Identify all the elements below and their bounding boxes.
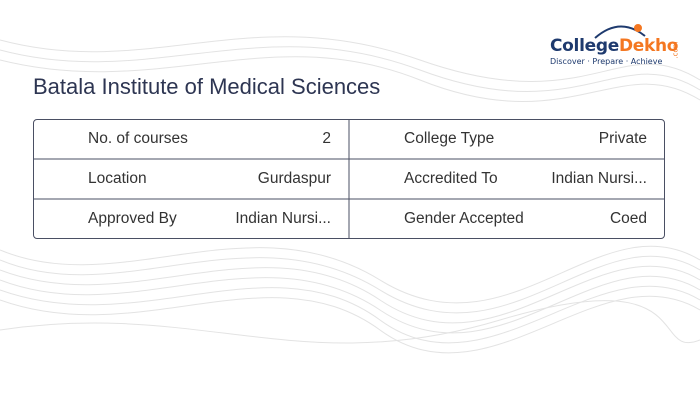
cell-label: Gender Accepted bbox=[404, 210, 524, 227]
info-cell: No. of courses 2 bbox=[34, 119, 350, 159]
cell-value: Private bbox=[598, 130, 647, 147]
info-table: No. of courses 2 College Type Private Locati… bbox=[33, 119, 665, 239]
logo-tagline: Discover · Prepare · Achieve bbox=[550, 57, 663, 66]
page-title: Batala Institute of Medical Sciences bbox=[33, 74, 381, 99]
cell-label: College Type bbox=[404, 130, 495, 147]
logo-accent: Dekho bbox=[618, 36, 679, 56]
info-cell: Accredited To Indian Nursi... bbox=[350, 159, 666, 199]
cell-icon bbox=[52, 208, 72, 228]
info-cell: Gender Accepted Coed bbox=[350, 199, 666, 239]
cell-icon bbox=[52, 128, 72, 148]
logo-suffix: .com bbox=[671, 41, 680, 59]
info-cell: Location Gurdaspur bbox=[34, 159, 350, 199]
cell-value: Indian Nursi... bbox=[235, 210, 331, 227]
cell-label: Accredited To bbox=[404, 170, 498, 187]
cell-value: Coed bbox=[609, 210, 647, 227]
logo-arc bbox=[594, 24, 646, 39]
cell-icon bbox=[368, 168, 388, 188]
info-cell: Approved By Indian Nursi... bbox=[34, 199, 350, 239]
cell-value: Indian Nursi... bbox=[551, 170, 647, 187]
logo[interactable]: CollegeDekho .com Discover · Prepare · A… bbox=[550, 24, 680, 66]
cell-label: Approved By bbox=[88, 210, 177, 227]
cell-icon bbox=[368, 208, 388, 228]
cell-value: 2 bbox=[322, 130, 331, 147]
info-cell: College Type Private bbox=[350, 119, 666, 159]
cell-icon bbox=[368, 128, 388, 148]
cell-value: Gurdaspur bbox=[257, 170, 331, 187]
table-lines bbox=[33, 119, 665, 239]
cell-label: No. of courses bbox=[88, 130, 188, 147]
cell-icon bbox=[52, 168, 72, 188]
cell-label: Location bbox=[88, 170, 147, 187]
logo-name: CollegeDekho bbox=[550, 36, 679, 56]
